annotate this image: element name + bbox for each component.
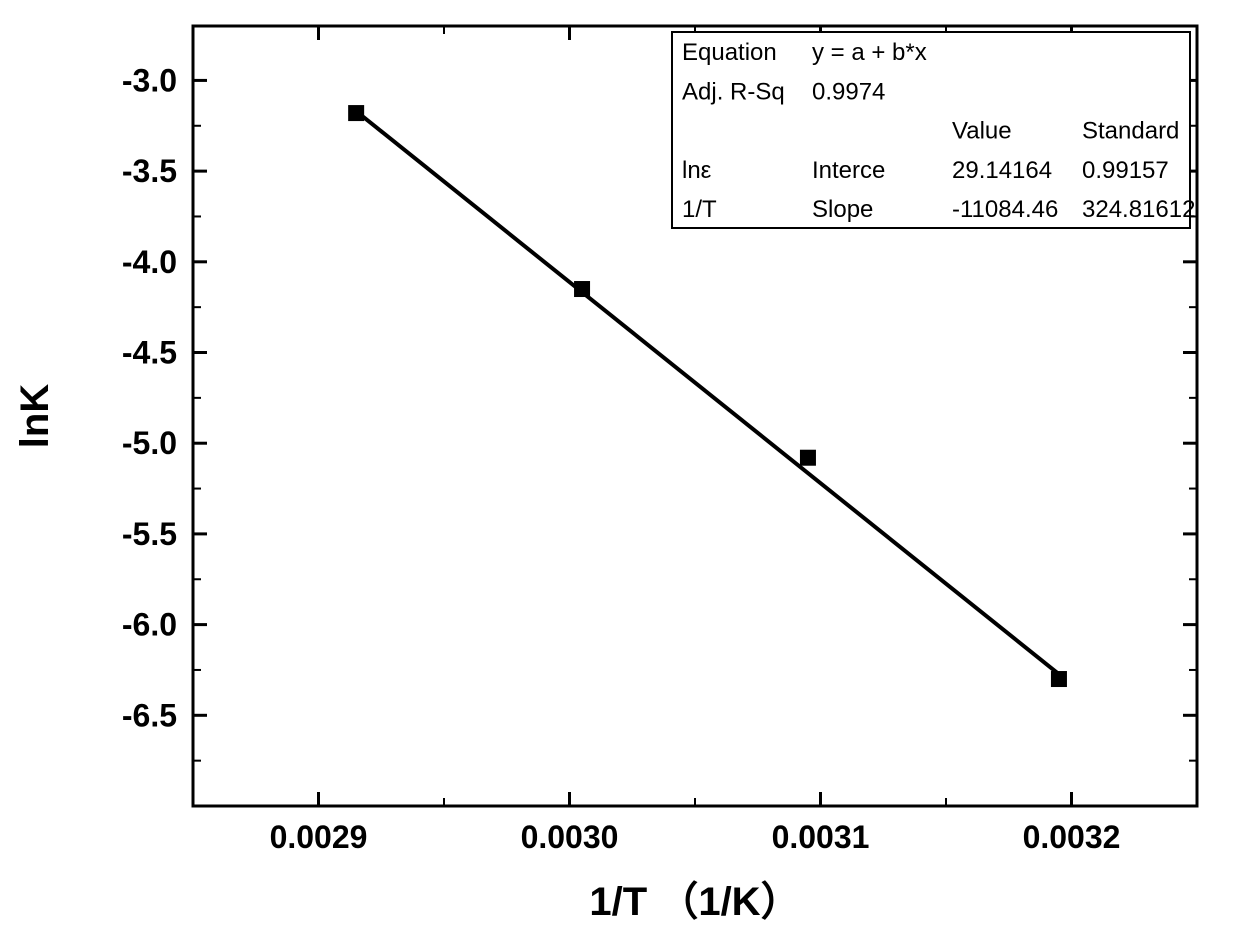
x-tick-label: 0.0032 — [1023, 819, 1121, 855]
data-point — [1051, 671, 1067, 687]
legend-text: Adj. R-Sq — [682, 78, 785, 105]
y-tick-label: -5.5 — [122, 516, 177, 552]
x-axis-label: 1/T （1/K） — [589, 880, 800, 924]
chart-container: 0.0029 0.0030 0.0031 0.0032 -3.0 -3.5 -4.0 -4.5… — [0, 0, 1240, 933]
y-tick-label: -6.0 — [122, 607, 177, 643]
legend-text: Standard — [1082, 118, 1179, 145]
y-tick-label: -3.5 — [122, 153, 177, 189]
y-tick-label: -4.5 — [122, 335, 177, 371]
legend-text: Interce — [812, 157, 885, 184]
x-tick-label: 0.0030 — [521, 819, 619, 855]
legend-text: y = a + b*x — [812, 39, 927, 66]
legend-text: lnε — [682, 157, 712, 184]
legend-text: 0.99157 — [1082, 157, 1169, 184]
y-tick-label: -6.5 — [122, 697, 177, 733]
legend-text: 1/T — [682, 196, 717, 223]
legend-text: Equation — [682, 39, 777, 66]
legend-text: Value — [952, 118, 1012, 145]
legend-text: 0.9974 — [812, 78, 885, 105]
y-tick-label: -5.0 — [122, 425, 177, 461]
data-point — [800, 450, 816, 466]
x-tick-label: 0.0029 — [270, 819, 368, 855]
legend-text: 29.14164 — [952, 157, 1052, 184]
legend-text: Slope — [812, 196, 873, 223]
data-point — [574, 281, 590, 297]
y-axis-label: lnK — [13, 384, 57, 449]
fit-results-box: Equation y = a + b*x Adj. R-Sq 0.9974 Value S… — [672, 32, 1195, 228]
legend-text: 324.81612 — [1082, 196, 1195, 223]
legend-text: -11084.46 — [952, 196, 1058, 223]
chart-svg: 0.0029 0.0030 0.0031 0.0032 -3.0 -3.5 -4.0 -4.5… — [0, 0, 1240, 933]
y-tick-label: -4.0 — [122, 244, 177, 280]
data-point — [348, 105, 364, 121]
y-tick-label: -3.0 — [122, 62, 177, 98]
x-tick-label: 0.0031 — [772, 819, 870, 855]
